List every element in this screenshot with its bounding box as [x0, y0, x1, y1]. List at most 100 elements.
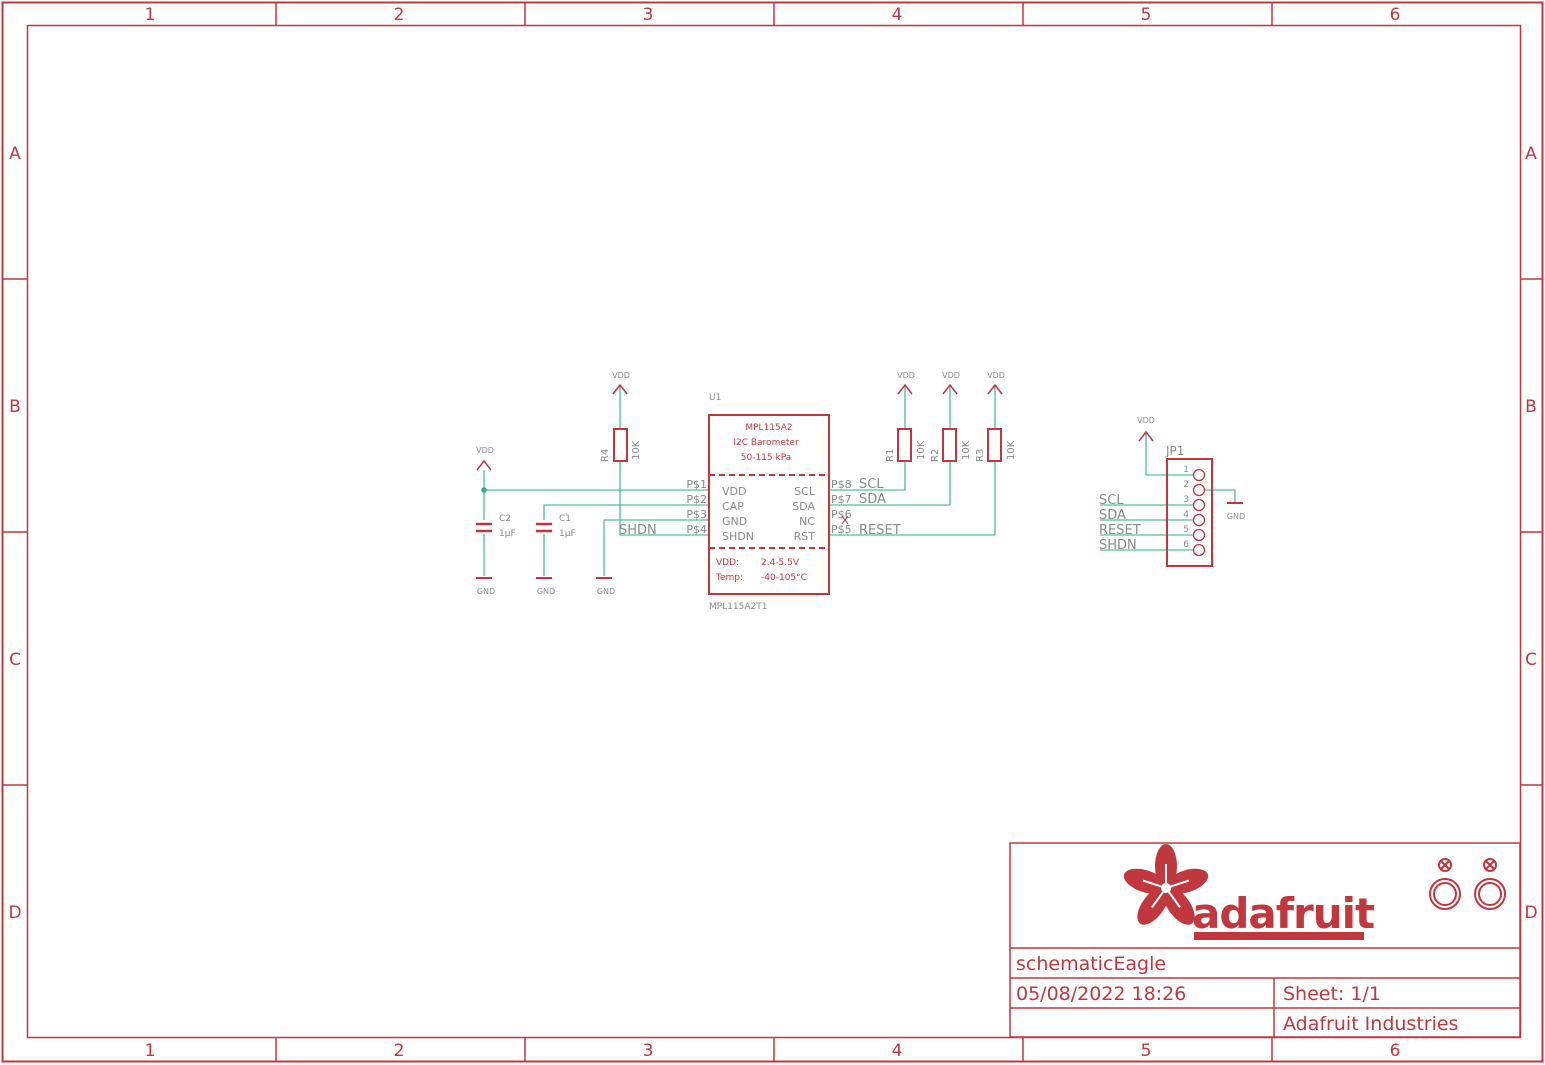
r4-ref: R4: [600, 449, 611, 462]
r2-value: 10K: [961, 440, 972, 460]
adafruit-flower-logo-icon: [1123, 844, 1209, 925]
col-label-4-top: 4: [892, 5, 903, 25]
net-label-scl: SCL: [859, 477, 884, 492]
junction-dot: [481, 487, 487, 493]
capacitor-c2: C2 1µF: [476, 514, 516, 539]
u1-spec-temp-value: -40-105°C: [761, 573, 807, 583]
mounting-hole-icon: [1429, 858, 1461, 910]
u1-subtitle: I2C Barometer: [733, 438, 799, 448]
net-label-sda: SDA: [859, 492, 886, 507]
jp1-pin-4: 4: [1183, 510, 1189, 520]
u1-pin-name-nc: NC: [799, 515, 815, 528]
col-label-5-bottom: 5: [1141, 1041, 1152, 1061]
net-label-reset: RESET: [859, 523, 901, 538]
u1-pin-pad-4: P$4: [686, 523, 707, 536]
u1-pin-pad-6: P$6: [831, 508, 852, 521]
col-label-6-bottom: 6: [1390, 1041, 1401, 1061]
col-label-3-top: 3: [643, 5, 654, 25]
row-label-c-left: C: [9, 650, 21, 670]
u1-pin-pad-8: P$8: [831, 478, 852, 491]
sheet-number: Sheet: 1/1: [1283, 983, 1381, 1005]
u1-ref: U1: [709, 393, 721, 403]
gnd-label-c1: GND: [537, 587, 555, 596]
jp1-header: JP1 1 2 3 4 5 6 SCL SDA RESET SHDN: [1099, 444, 1213, 567]
vdd-label-r3: VDD: [987, 371, 1005, 380]
u1-pin-pad-1: P$1: [686, 478, 707, 491]
r3-ref: R3: [975, 449, 986, 462]
r2-ref: R2: [930, 449, 941, 462]
jp1-net-scl: SCL: [1099, 493, 1124, 508]
u1-mpl115a2: U1 MPL115A2 I2C Barometer 50-115 kPa MPL…: [619, 393, 901, 612]
nc-marker-icon: [841, 515, 849, 525]
u1-pin-pad-3: P$3: [686, 508, 707, 521]
u1-pin-pad-5: P$5: [831, 523, 852, 536]
row-label-c-right: C: [1525, 650, 1537, 670]
net-wires: [483, 385, 1236, 576]
u1-spec-vdd-value: 2.4-5.5V: [761, 558, 800, 568]
jp1-pin-1: 1: [1183, 465, 1189, 475]
u1-pin-name-scl: SCL: [794, 485, 816, 498]
u1-pin-name-gnd: GND: [722, 515, 747, 528]
u1-spec-vdd-label: VDD:: [716, 558, 739, 568]
row-label-d-left: D: [8, 903, 21, 923]
jp1-net-reset: RESET: [1099, 523, 1141, 538]
col-label-3-bottom: 3: [643, 1041, 654, 1061]
col-label-4-bottom: 4: [892, 1041, 903, 1061]
vdd-supply-symbols: [476, 383, 1154, 471]
r4-value: 10K: [631, 440, 642, 460]
u1-pin-name-cap: CAP: [722, 500, 744, 513]
u1-pin-name-sda: SDA: [792, 500, 815, 513]
jp1-net-shdn: SHDN: [1099, 538, 1137, 553]
u1-device: MPL115A2T1: [709, 602, 768, 612]
jp1-pin-2: 2: [1183, 480, 1189, 490]
col-label-1-bottom: 1: [145, 1041, 156, 1061]
u1-pin-name-vdd: VDD: [722, 485, 746, 498]
adafruit-logo-text: adafruit: [1192, 889, 1375, 938]
u1-pin-name-shdn: SHDN: [722, 530, 754, 543]
row-label-b-right: B: [1525, 397, 1537, 417]
net-label-shdn: SHDN: [619, 523, 657, 538]
row-label-d-right: D: [1524, 903, 1537, 923]
vdd-label-r1: VDD: [897, 371, 915, 380]
drawing-name: schematicEagle: [1016, 953, 1166, 975]
u1-spec-temp-label: Temp:: [715, 573, 743, 583]
vdd-label-r2: VDD: [942, 371, 960, 380]
u1-pin-pad-7: P$7: [831, 493, 852, 506]
resistor-r2: R2 10K: [930, 428, 972, 462]
c2-value: 1µF: [499, 529, 516, 539]
c1-ref: C1: [559, 514, 571, 524]
vdd-label-c2: VDD: [476, 446, 494, 455]
resistor-r3: R3 10K: [975, 428, 1017, 462]
col-label-1-top: 1: [145, 5, 156, 25]
vdd-label-jp1: VDD: [1137, 416, 1155, 425]
col-label-2-bottom: 2: [394, 1041, 405, 1061]
col-label-5-top: 5: [1141, 5, 1152, 25]
r3-value: 10K: [1006, 440, 1017, 460]
gnd-label-jp1: GND: [1227, 512, 1245, 521]
u1-title: MPL115A2: [745, 423, 792, 433]
c2-ref: C2: [499, 514, 511, 524]
r1-value: 10K: [916, 440, 927, 460]
u1-range: 50-115 kPa: [741, 453, 792, 463]
jp1-net-sda: SDA: [1099, 508, 1126, 523]
title-block: adafruit schematicEagle 05/08/2022 18:26…: [1009, 842, 1521, 1038]
drawing-date: 05/08/2022 18:26: [1016, 983, 1186, 1005]
vdd-label-r4: VDD: [612, 371, 630, 380]
capacitor-c1: C1 1µF: [536, 514, 576, 539]
jp1-ref: JP1: [1165, 444, 1184, 458]
col-label-2-top: 2: [394, 5, 405, 25]
jp1-pin-3: 3: [1183, 495, 1189, 505]
row-label-b-left: B: [9, 397, 21, 417]
u1-pin-name-rst: RST: [794, 530, 816, 543]
jp1-pin-5: 5: [1183, 525, 1189, 535]
jp1-pin-6: 6: [1183, 540, 1189, 550]
u1-pin-pad-2: P$2: [686, 493, 707, 506]
row-label-a-right: A: [1525, 144, 1537, 164]
r1-ref: R1: [885, 449, 896, 462]
c1-value: 1µF: [559, 529, 576, 539]
company-name: Adafruit Industries: [1283, 1013, 1458, 1035]
resistor-r4: R4 10K: [600, 428, 642, 462]
resistor-r1: R1 10K: [885, 428, 927, 462]
